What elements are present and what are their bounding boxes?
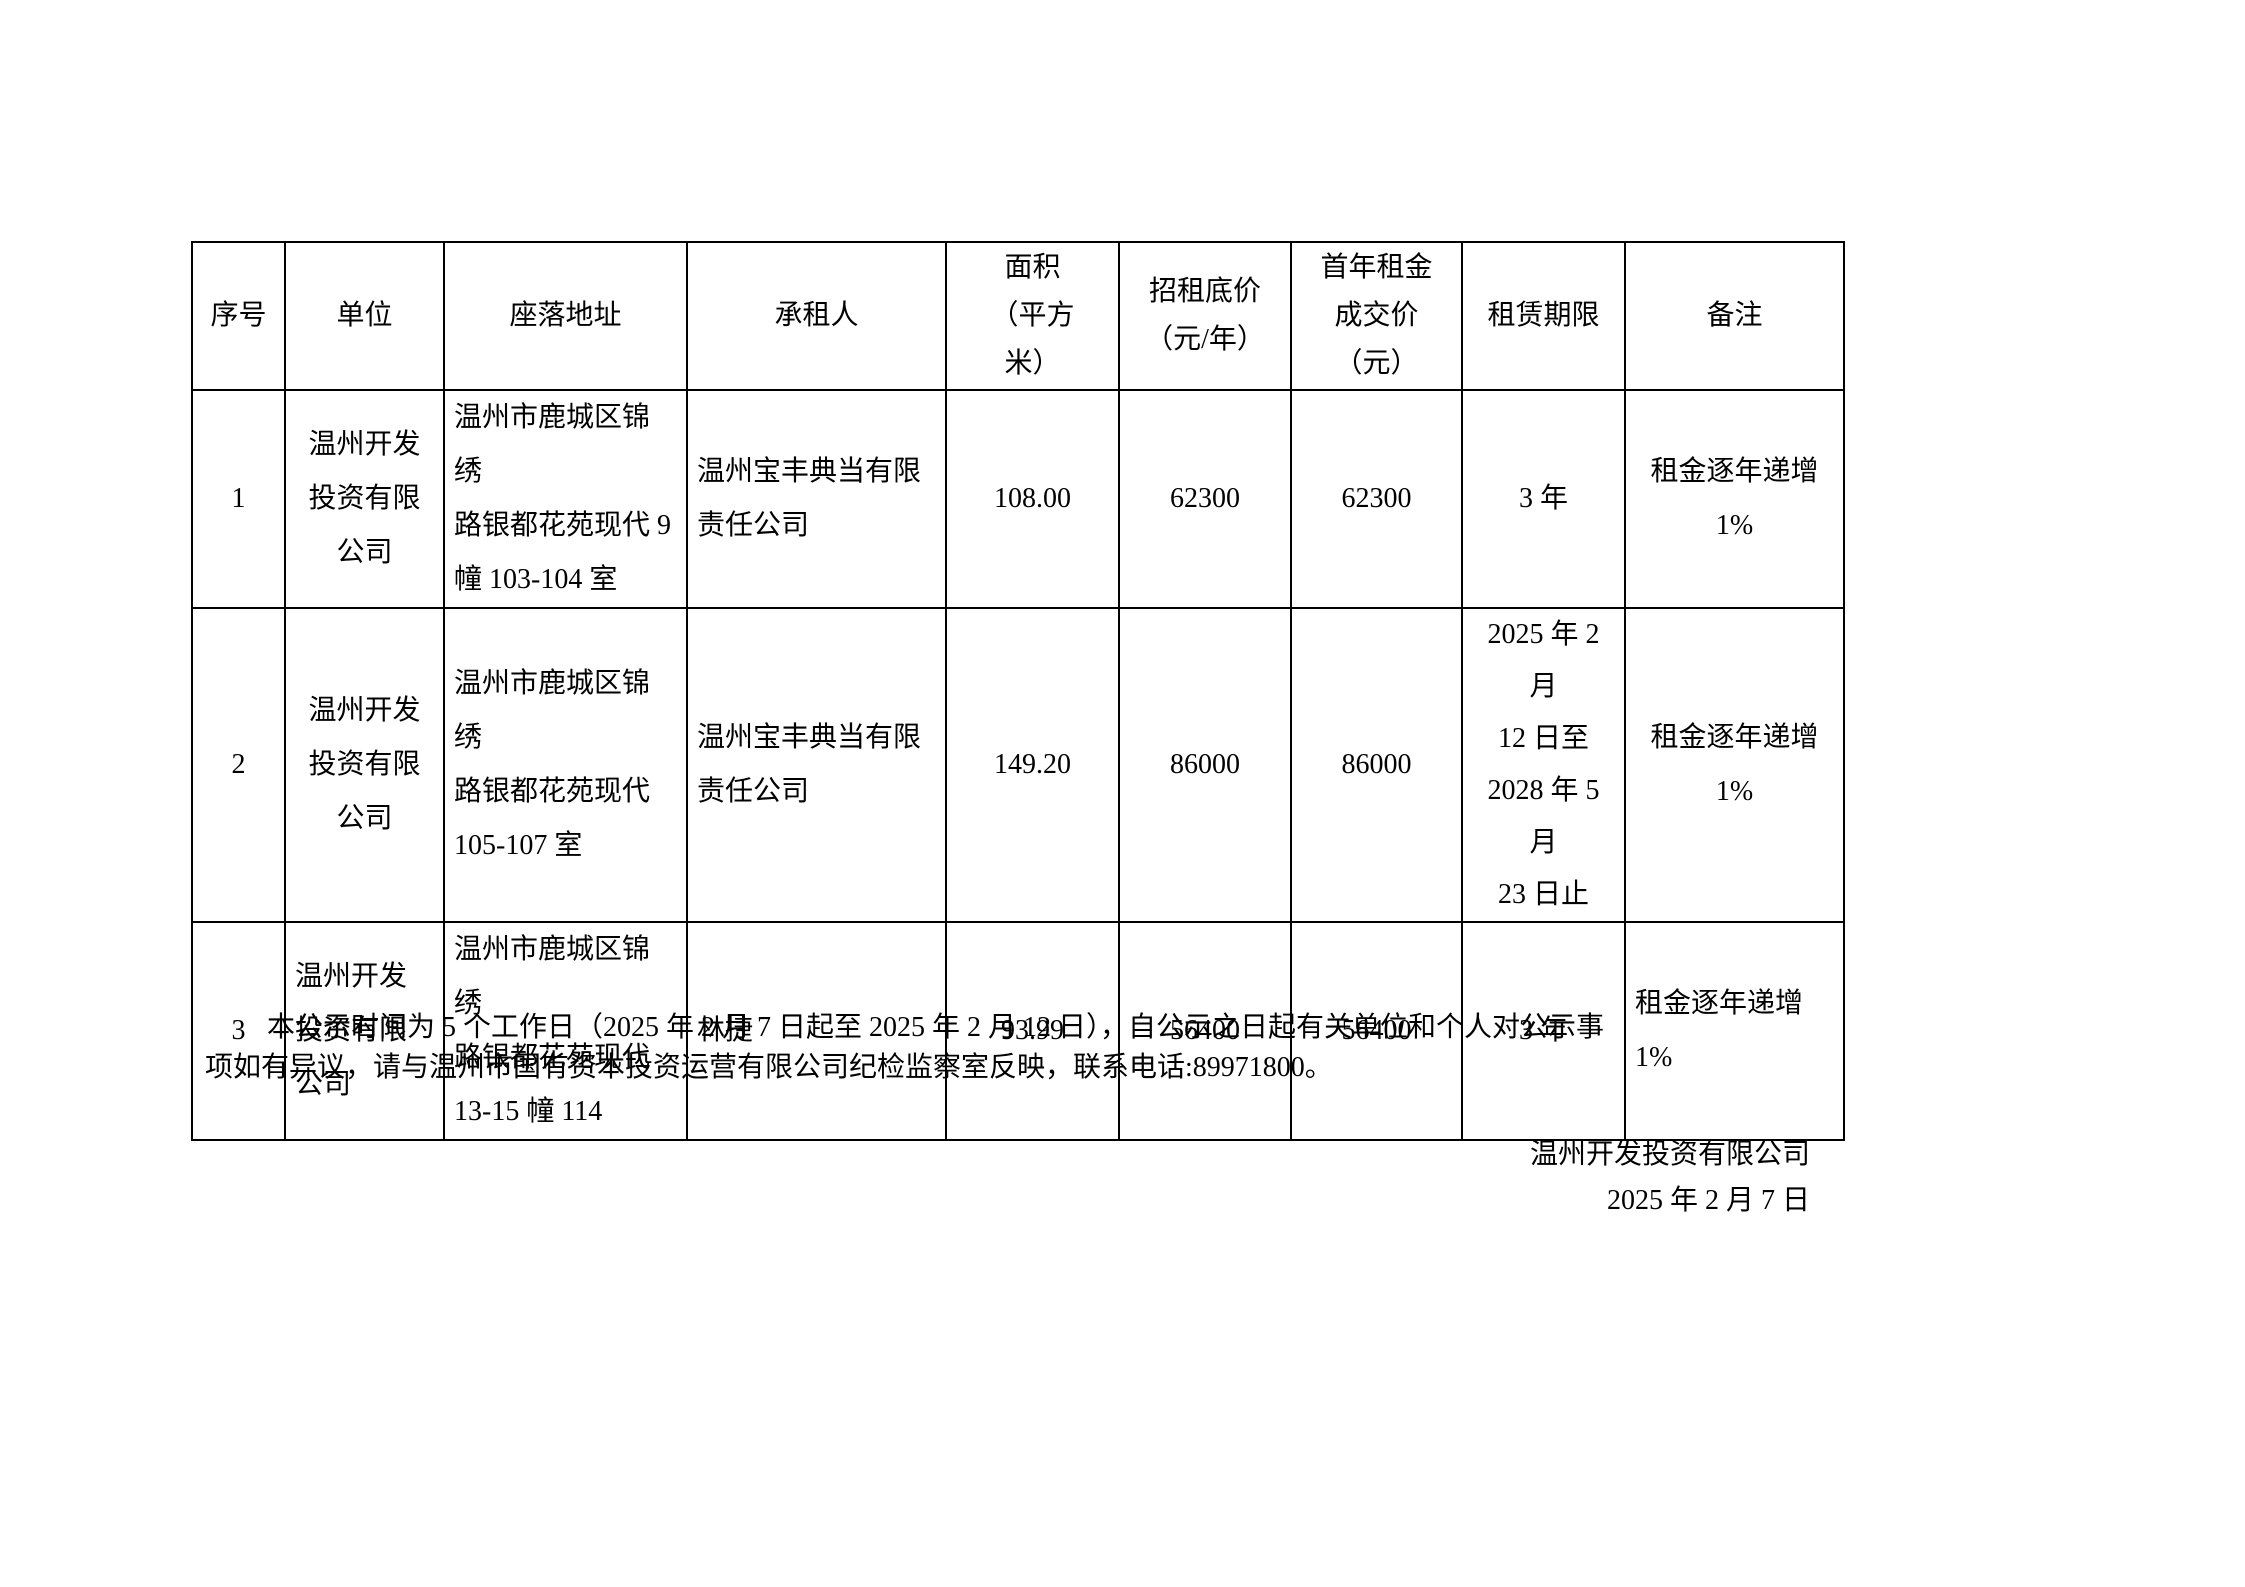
header-cell: 备注: [1624, 241, 1845, 391]
table-header-row: 序号 单位 座落地址 承租人 面积 （平方 米） 招租底价 （元/年） 首年租金 成交价 （…: [191, 241, 1845, 391]
table-cell: 3 年: [1461, 921, 1626, 1141]
lease-publicity-table: 序号 单位 座落地址 承租人 面积 （平方 米） 招租底价 （元/年） 首年租金 成交价 （…: [191, 241, 1845, 1141]
table-cell: 56400: [1290, 921, 1463, 1141]
header-cell: 招租底价 （元/年）: [1118, 241, 1292, 391]
table-cell: 温州开发 投资有限 公司: [284, 389, 445, 609]
table-cell: 租金逐年递增 1%: [1624, 921, 1845, 1141]
table-cell: 93.99: [945, 921, 1120, 1141]
table-cell: 86000: [1290, 607, 1463, 923]
table-cell: 86000: [1118, 607, 1292, 923]
table-cell: 2: [191, 607, 286, 923]
signature-block: 温州开发投资有限公司 2025 年 2 月 7 日: [1530, 1132, 1810, 1224]
table-cell: 温州市鹿城区锦绣 路银都花苑现代 13-15 幢 114: [443, 921, 688, 1141]
table-cell: 56400: [1118, 921, 1292, 1141]
table-cell: 62300: [1118, 389, 1292, 609]
table-cell: 温州开发 投资有限 公司: [284, 921, 445, 1141]
table-cell: 林捷: [686, 921, 947, 1141]
table-cell: 租金逐年递增 1%: [1624, 607, 1845, 923]
signature-date: 2025 年 2 月 7 日: [1606, 1185, 1810, 1216]
table-cell: 2025 年 2 月 12 日至 2028 年 5 月 23 日止: [1461, 607, 1626, 923]
table-row: 2 温州开发 投资有限 公司 温州市鹿城区锦绣 路银都花苑现代 105-107 室温…: [191, 607, 1845, 923]
table-cell: 3: [191, 921, 286, 1141]
table-cell: 温州开发 投资有限 公司: [284, 607, 445, 923]
table-row: 1 温州开发 投资有限 公司 温州市鹿城区锦绣 路银都花苑现代 9 幢 103-10…: [191, 389, 1845, 609]
table-cell: 温州市鹿城区锦绣 路银都花苑现代 9 幢 103-104 室: [443, 389, 688, 609]
table-cell: 租金逐年递增 1%: [1624, 389, 1845, 609]
table-cell: 62300: [1290, 389, 1463, 609]
header-cell: 面积 （平方 米）: [945, 241, 1120, 391]
publicity-notice-paragraph: 本公示时间为 5 个工作日（2025 年 2 月 7 日起至 2025 年 2 …: [205, 1012, 1605, 1083]
table-cell: 108.00: [945, 389, 1120, 609]
table-cell: 149.20: [945, 607, 1120, 923]
header-cell: 序号: [191, 241, 286, 391]
table-cell: 3 年: [1461, 389, 1626, 609]
header-cell: 单位: [284, 241, 445, 391]
table-cell: 1: [191, 389, 286, 609]
table-cell: 温州宝丰典当有限 责任公司: [686, 389, 947, 609]
table-row: 3 温州开发 投资有限 公司 温州市鹿城区锦绣 路银都花苑现代 13-15 幢 11…: [191, 921, 1845, 1141]
header-cell: 租赁期限: [1461, 241, 1626, 391]
table-cell: 温州市鹿城区锦绣 路银都花苑现代 105-107 室: [443, 607, 688, 923]
header-cell: 座落地址: [443, 241, 688, 391]
signature-company: 温州开发投资有限公司: [1529, 1139, 1810, 1170]
header-cell: 承租人: [686, 241, 947, 391]
header-cell: 首年租金 成交价 （元）: [1290, 241, 1463, 391]
table-cell: 温州宝丰典当有限 责任公司: [686, 607, 947, 923]
